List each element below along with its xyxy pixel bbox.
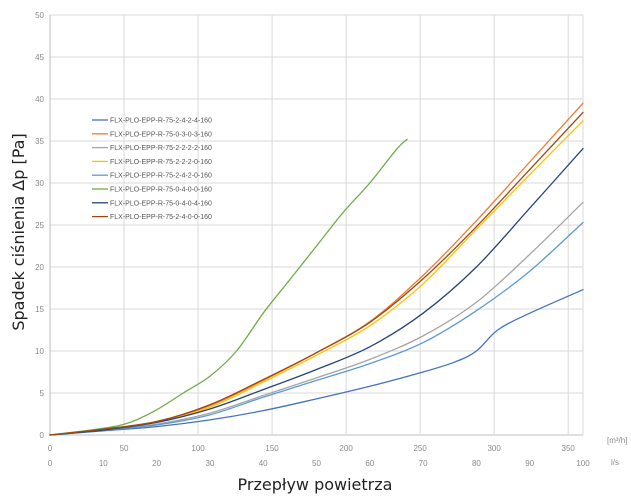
series-line-1 bbox=[49, 289, 584, 436]
series-line-4 bbox=[49, 120, 584, 436]
x-primary-tick-label: 300 bbox=[487, 444, 501, 453]
series-line-6 bbox=[49, 138, 408, 436]
x-secondary-tick-label: 40 bbox=[259, 459, 268, 468]
x-secondary-tick-label: 0 bbox=[48, 459, 53, 468]
y-tick-label: 5 bbox=[40, 389, 45, 398]
legend-entry: FLX-PLO-EPP-R-75-0-4-0-4-160 bbox=[110, 200, 212, 207]
series-line-7 bbox=[49, 147, 584, 436]
x-secondary-tick-label: 80 bbox=[472, 459, 481, 468]
series-line-2 bbox=[49, 102, 584, 436]
x-secondary-tick-label: 90 bbox=[525, 459, 534, 468]
x-secondary-tick-label: 10 bbox=[99, 459, 108, 468]
y-axis-label: Spadek ciśnienia Δp [Pa] bbox=[9, 133, 28, 330]
x-secondary-tick-label: 20 bbox=[152, 459, 161, 468]
x-primary-tick-label: 250 bbox=[413, 444, 427, 453]
x-secondary-tick-label: 60 bbox=[365, 459, 374, 468]
x-primary-tick-label: 100 bbox=[191, 444, 205, 453]
x-secondary-tick-label: 30 bbox=[205, 459, 214, 468]
y-tick-label: 20 bbox=[35, 263, 44, 272]
series-line-3 bbox=[49, 201, 584, 436]
legend-entry: FLX-PLO-EPP-R-75-0-3-0-3-160 bbox=[110, 131, 212, 138]
x-primary-tick-label: 0 bbox=[48, 444, 53, 453]
y-tick-label: 40 bbox=[35, 95, 44, 104]
x-secondary-tick-label: 50 bbox=[312, 459, 321, 468]
y-tick-label: 45 bbox=[35, 53, 44, 62]
grid bbox=[49, 14, 584, 436]
legend-entry: FLX-PLO-EPP-R-75-2-4-0-0-160 bbox=[110, 214, 212, 221]
y-tick-label: 25 bbox=[35, 221, 44, 230]
legend-entry: FLX-PLO-EPP-R-75-2-4-2-4-160 bbox=[110, 118, 212, 125]
x-primary-tick-label: 200 bbox=[339, 444, 353, 453]
series-line-8 bbox=[49, 111, 584, 436]
x-primary-tick-label: 150 bbox=[265, 444, 279, 453]
y-tick-label: 0 bbox=[40, 431, 45, 440]
legend-entry: FLX-PLO-EPP-R-75-0-4-0-0-160 bbox=[110, 187, 212, 194]
x-axis-label: Przepływ powietrza bbox=[238, 475, 393, 494]
y-tick-label: 15 bbox=[35, 305, 44, 314]
y-tick-label: 30 bbox=[35, 179, 44, 188]
legend-entry: FLX-PLO-EPP-R-75-2-4-2-0-160 bbox=[110, 173, 212, 180]
legend-entry: FLX-PLO-EPP-R-75-2-2-2-2-160 bbox=[110, 145, 212, 152]
x-secondary-unit: l/s bbox=[611, 458, 619, 467]
x-primary-unit: [m³/h] bbox=[607, 436, 627, 445]
legend: FLX-PLO-EPP-R-75-2-4-2-4-160 FLX-PLO-EPP-… bbox=[92, 118, 212, 221]
y-tick-label: 35 bbox=[35, 137, 44, 146]
series-group bbox=[49, 102, 584, 436]
y-tick-label: 50 bbox=[35, 11, 44, 20]
y-tick-label: 10 bbox=[35, 347, 44, 356]
legend-entry: FLX-PLO-EPP-R-75-2-2-2-0-160 bbox=[110, 159, 212, 166]
x-primary-tick-label: 350 bbox=[562, 444, 576, 453]
series-line-5 bbox=[49, 221, 584, 436]
x-secondary-tick-label: 70 bbox=[419, 459, 428, 468]
x-secondary-tick-label: 100 bbox=[576, 459, 590, 468]
x-primary-tick-label: 50 bbox=[120, 444, 129, 453]
